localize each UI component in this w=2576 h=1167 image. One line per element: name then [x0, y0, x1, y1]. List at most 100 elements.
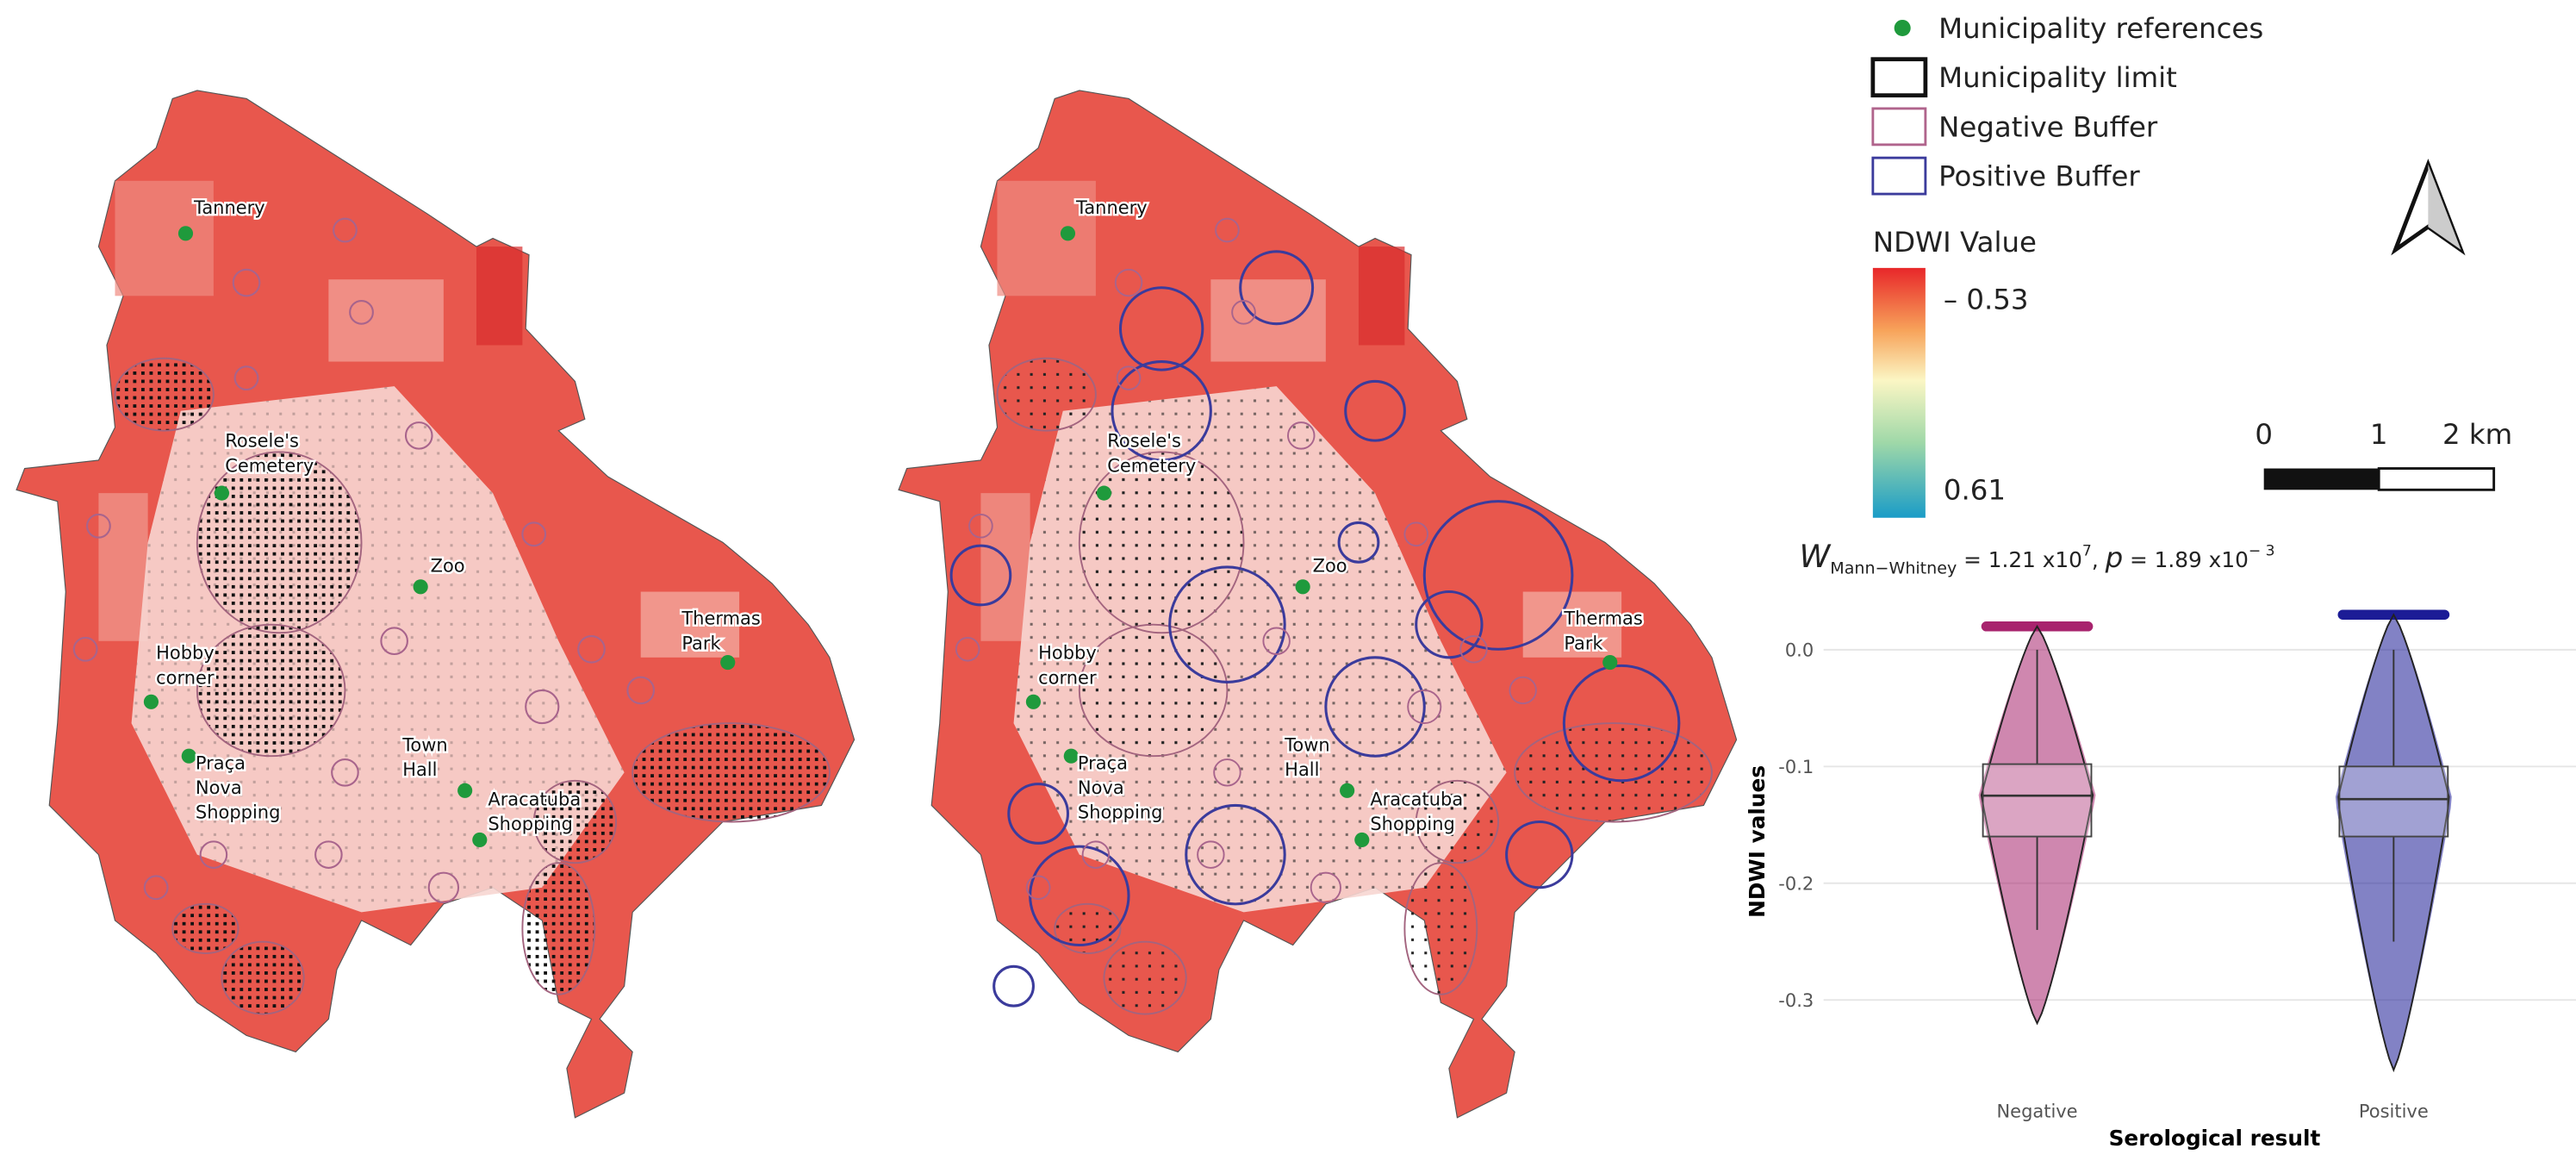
chart-title: WMann−Whitney = 1.21 x107, p = 1.89 x10−…	[1799, 538, 2274, 578]
x-axis-title: Serological result	[2109, 1126, 2321, 1151]
field-patch	[1210, 279, 1326, 362]
negative-buffer	[233, 365, 259, 391]
reference-point	[1295, 579, 1310, 595]
legend-symbol	[1871, 107, 1927, 147]
negative-buffer	[333, 217, 358, 243]
case-cluster	[1514, 722, 1713, 823]
case-cluster	[1415, 779, 1500, 864]
chart: WMann−Whitney = 1.21 x107, p = 1.89 x10−…	[1745, 538, 2576, 1151]
reference-label: Shopping	[1078, 802, 1162, 823]
reference-label: Shopping	[488, 814, 572, 834]
ndwi-tick-label: 0.61	[1944, 474, 2006, 507]
reference-point	[413, 579, 428, 595]
north-arrow-shade	[2428, 164, 2461, 250]
legend-label: Negative Buffer	[1938, 110, 2158, 143]
x-tick-label: Positive	[2359, 1101, 2429, 1122]
scale-label: 0	[2255, 418, 2273, 451]
legend-label: Municipality limit	[1938, 61, 2177, 94]
reference-point	[143, 694, 159, 709]
negative-buffer	[1215, 217, 1240, 243]
reference-label: Town	[1284, 735, 1330, 756]
negative-buffer	[86, 513, 111, 539]
positive-buffer	[1324, 656, 1426, 758]
reference-label: Town	[401, 735, 448, 756]
field-patch	[328, 279, 444, 362]
title-part: p	[2105, 541, 2124, 574]
negative-buffer	[331, 758, 359, 787]
ndwi-tick-label: – 0.53	[1944, 284, 2029, 316]
negative-buffer	[1116, 365, 1142, 390]
legend: Municipality references Municipality limi…	[1870, 12, 2512, 518]
map: Tannery Rosele's Cemetery Zoo Thermas Park Hob…	[898, 90, 1738, 1119]
reference-label: Park	[681, 633, 721, 653]
positive-buffer	[1415, 590, 1484, 659]
title-part: = 1.21 x10	[1957, 547, 2082, 572]
case-cluster	[196, 623, 346, 758]
violin	[2337, 613, 2450, 1073]
reference-point	[1025, 694, 1042, 709]
negative-buffer	[1213, 758, 1241, 787]
legend-label: Municipality references	[1938, 12, 2263, 45]
reference-label: corner	[1038, 667, 1097, 688]
title-part: 7	[2082, 543, 2092, 560]
title-part: W	[1799, 538, 1831, 575]
negative-buffer	[404, 421, 433, 450]
field-patch	[1358, 247, 1405, 346]
map: Tannery Rosele's Cemetery Zoo Thermas Park Hob…	[16, 90, 856, 1119]
field-patch	[980, 493, 1030, 641]
reference-point	[457, 783, 473, 798]
scale-label: 1	[2370, 418, 2388, 451]
negative-buffer	[1114, 268, 1143, 297]
reference-label: Hall	[402, 759, 437, 780]
reference-point	[1602, 654, 1618, 671]
violin	[1980, 624, 2094, 1026]
reference-label: Hobby	[1038, 643, 1097, 664]
field-patch	[1522, 591, 1622, 658]
positive-buffer	[992, 964, 1035, 1008]
reference-point	[472, 832, 488, 848]
reference-label: Shopping	[1370, 814, 1454, 834]
scale-bar-black	[2263, 468, 2380, 490]
case-cluster	[996, 357, 1097, 432]
reference-label: corner	[156, 667, 215, 688]
case-cluster	[171, 902, 240, 955]
negative-buffer	[349, 299, 374, 325]
field-patch	[476, 247, 523, 346]
negative-buffer	[1407, 689, 1442, 725]
scale-label: 2 km	[2442, 418, 2512, 451]
positive-buffer	[1111, 360, 1212, 462]
positive-buffer	[1344, 379, 1406, 442]
x-tick-label: Negative	[1996, 1101, 2077, 1122]
case-cluster	[114, 357, 215, 432]
reference-point	[1060, 226, 1076, 241]
reference-label: Zoo	[1313, 556, 1347, 577]
negative-buffer	[380, 627, 408, 656]
reference-label: Hobby	[156, 643, 215, 664]
negative-buffer	[968, 513, 993, 539]
reference-label: Rosele's	[1107, 431, 1181, 452]
negative-buffer	[1262, 627, 1291, 655]
title-part: Mann−Whitney	[1830, 559, 1957, 578]
reference-label: Thermas	[681, 608, 760, 629]
reference-point	[1340, 783, 1355, 798]
scale-bar-white	[2377, 467, 2496, 491]
reference-label: Shopping	[196, 802, 280, 823]
case-cluster	[632, 722, 831, 823]
reference-point	[177, 226, 194, 241]
case-cluster	[1054, 902, 1122, 955]
legend-label: Positive Buffer	[1938, 160, 2140, 193]
case-cluster	[196, 451, 363, 634]
positive-buffer	[1505, 820, 1574, 889]
field-patch	[997, 180, 1096, 296]
y-tick-label: -0.1	[1778, 757, 1814, 777]
reference-label: Rosele's	[225, 431, 299, 452]
negative-buffer	[1231, 300, 1256, 325]
negative-buffer	[1197, 840, 1225, 869]
y-axis-title: NDWI values	[1745, 765, 1770, 918]
reference-label: Thermas	[1563, 608, 1642, 629]
reference-point	[1354, 832, 1370, 848]
negative-buffer	[1403, 521, 1429, 547]
positive-buffer	[1185, 803, 1286, 906]
positive-buffer	[1422, 500, 1574, 651]
